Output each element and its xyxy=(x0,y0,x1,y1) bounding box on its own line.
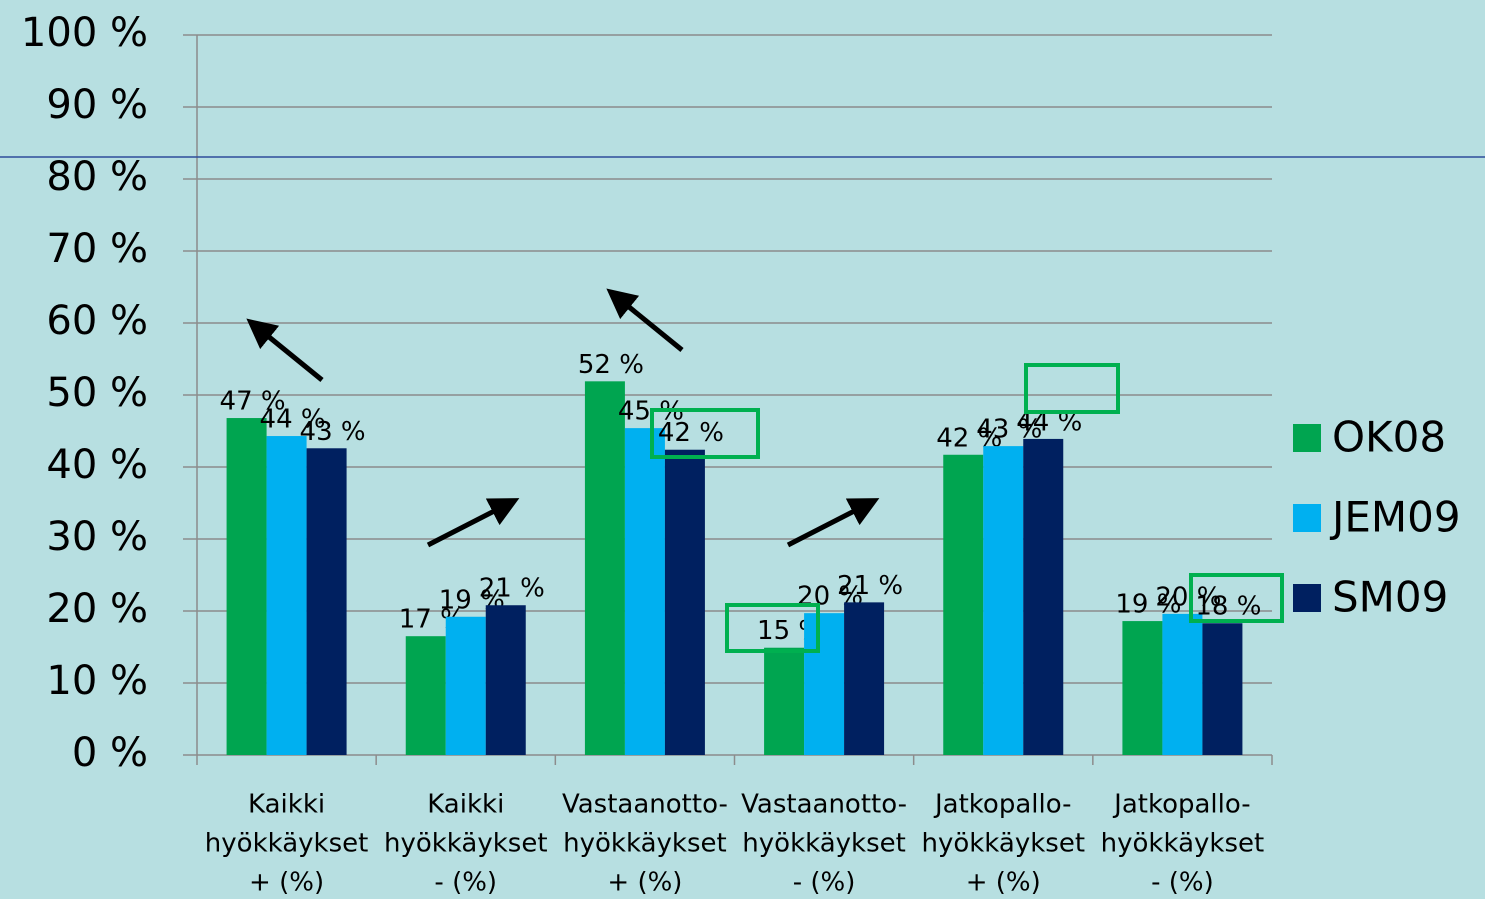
x-tick-label: Jatkopallo- xyxy=(933,790,1072,820)
x-tick-label: - (%) xyxy=(793,868,856,898)
y-tick-label: 100 % xyxy=(21,10,148,56)
bar xyxy=(1122,621,1163,755)
y-tick-label: 10 % xyxy=(46,658,148,704)
x-tick-label: Vastaanotto- xyxy=(741,790,907,820)
x-tick-label: Kaikki xyxy=(248,790,325,820)
x-tick-label: hyökkäykset xyxy=(1101,829,1265,859)
data-label: 44 % xyxy=(260,405,326,435)
y-tick-label: 70 % xyxy=(46,226,148,272)
y-tick-label: 90 % xyxy=(46,82,148,128)
data-label: 47 % xyxy=(220,387,286,417)
y-tick-label: 80 % xyxy=(46,154,148,200)
bar xyxy=(405,636,446,755)
x-tick-label: hyökkäykset xyxy=(563,829,727,859)
data-label: 52 % xyxy=(578,350,644,380)
data-label: 18 % xyxy=(1195,592,1261,622)
x-tick-label: + (%) xyxy=(966,868,1041,898)
x-tick-label: hyökkäykset xyxy=(742,829,906,859)
data-label: 21 % xyxy=(479,574,545,604)
bar xyxy=(624,428,665,755)
arrow xyxy=(606,288,684,352)
bar xyxy=(943,454,984,755)
bar xyxy=(844,602,885,755)
arrow xyxy=(246,318,324,382)
arrow xyxy=(786,498,880,548)
plot-area: 0 % 10 % 20 % 30 % 40 % 50 % 60 % 70 % 80 % 90 % 1… xyxy=(21,10,1273,898)
data-label: 43 % xyxy=(300,417,366,447)
y-tick-label: 40 % xyxy=(46,442,148,488)
legend-label: OK08 xyxy=(1332,413,1446,462)
x-tick-label: hyökkäykset xyxy=(384,829,548,859)
legend-label: JEM09 xyxy=(1329,493,1461,542)
highlight-box xyxy=(725,603,820,653)
legend-label: SM09 xyxy=(1332,573,1448,622)
x-tick-label: - (%) xyxy=(1151,868,1214,898)
bar xyxy=(983,446,1024,755)
arrow xyxy=(426,498,520,548)
x-tick-label: - (%) xyxy=(434,868,497,898)
bar xyxy=(1202,623,1243,755)
bar xyxy=(664,449,705,755)
bar xyxy=(266,436,307,755)
data-label: 20 % xyxy=(1155,582,1221,612)
bar xyxy=(445,616,486,755)
data-label: 42 % xyxy=(658,418,724,448)
bar xyxy=(764,647,805,755)
x-tick-label: Jatkopallo- xyxy=(1112,790,1251,820)
highlight-box xyxy=(1024,363,1120,414)
y-tick-label: 50 % xyxy=(46,370,148,416)
bar xyxy=(584,381,625,755)
legend-swatch xyxy=(1293,424,1321,452)
highlight-box xyxy=(650,408,760,459)
y-tick-label: 20 % xyxy=(46,586,148,632)
bar xyxy=(485,605,526,755)
y-tick-label: 30 % xyxy=(46,514,148,560)
data-label: 21 % xyxy=(837,571,903,601)
x-tick-label: Kaikki xyxy=(427,790,504,820)
x-tick-label: hyökkäykset xyxy=(921,829,1085,859)
highlight-box xyxy=(1189,573,1284,623)
bar xyxy=(804,613,845,755)
x-tick-label: + (%) xyxy=(249,868,324,898)
y-tick-label: 0 % xyxy=(72,730,148,776)
bar xyxy=(1162,613,1203,755)
x-tick-label: hyökkäykset xyxy=(205,829,369,859)
bar xyxy=(1023,438,1064,755)
y-tick-label: 60 % xyxy=(46,298,148,344)
highlight-boxes xyxy=(650,363,1284,653)
x-tick-label: + (%) xyxy=(607,868,682,898)
bar xyxy=(226,418,267,755)
legend-swatch xyxy=(1293,504,1321,532)
annotations xyxy=(246,288,880,548)
legend-swatch xyxy=(1293,584,1321,612)
bar xyxy=(306,448,347,755)
x-tick-label: Vastaanotto- xyxy=(562,790,728,820)
